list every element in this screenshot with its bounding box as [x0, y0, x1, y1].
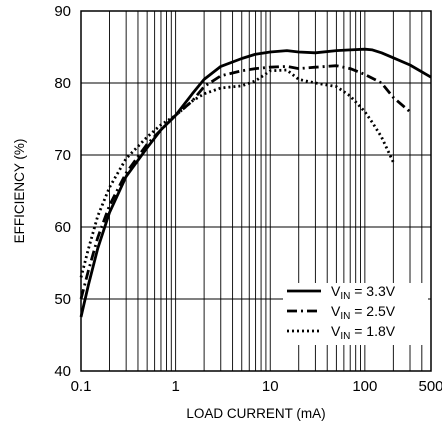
series-line-2 — [79, 68, 395, 278]
y-tick-label: 40 — [54, 363, 71, 380]
x-tick-label: 500 — [418, 378, 442, 395]
legend-label-1: VIN = 2.5V — [331, 303, 396, 322]
series-line-0 — [79, 47, 432, 318]
x-tick-label: 100 — [352, 378, 377, 395]
y-tick-label: 90 — [54, 3, 71, 20]
x-tick-label: 0.1 — [71, 378, 92, 395]
x-tick-label: 1 — [171, 378, 179, 395]
y-tick-label: 70 — [54, 147, 71, 164]
legend-label-2: VIN = 1.8V — [331, 323, 396, 342]
x-axis-label: LOAD CURRENT (mA) — [186, 406, 325, 421]
legend-background — [283, 283, 428, 345]
tick-labels: 0.1 1 10 100 500 40 50 60 70 80 90 — [54, 3, 442, 395]
x-tick-label: 10 — [262, 378, 279, 395]
series-lines — [79, 47, 432, 318]
y-tick-label: 80 — [54, 75, 71, 92]
plot-frame — [80, 10, 432, 372]
y-tick-label: 60 — [54, 219, 71, 236]
y-axis-label: EFFICIENCY (%) — [12, 139, 27, 244]
legend-label-0: VIN = 3.3V — [331, 283, 396, 302]
y-tick-label: 50 — [54, 291, 71, 308]
series-line-1 — [79, 64, 411, 300]
